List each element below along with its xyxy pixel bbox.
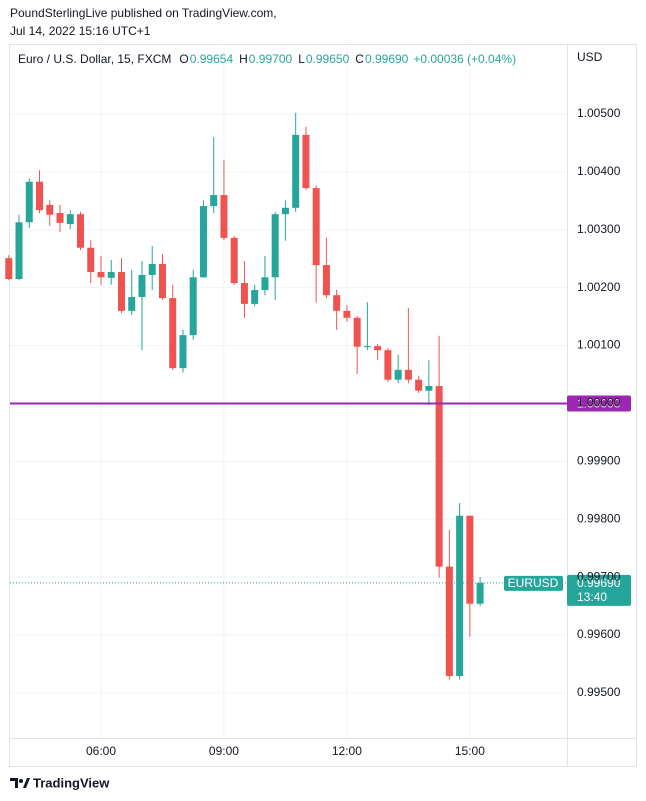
candle-body <box>189 277 197 336</box>
candle-body <box>220 195 228 238</box>
candle-body <box>322 265 330 296</box>
countdown: 13:40 <box>577 590 607 604</box>
y-tick-label: 0.99500 <box>577 685 621 699</box>
brand-logo <box>10 778 30 788</box>
price-box <box>567 574 631 606</box>
candle-body <box>404 369 412 380</box>
legend-item: L <box>298 52 305 66</box>
legend-item: +0.00036 (+0.04%) <box>413 52 516 66</box>
candle-body <box>415 379 423 391</box>
candle-body <box>476 582 484 604</box>
candle-body <box>394 369 402 380</box>
x-tick-label: 12:00 <box>332 744 362 758</box>
x-tick-label: 09:00 <box>209 744 239 758</box>
publisher: PoundSterlingLive published on TradingVi… <box>10 6 277 20</box>
y-tick-label: 1.00100 <box>577 338 621 352</box>
candle-body <box>76 214 84 248</box>
candle-body <box>261 277 269 290</box>
brand: TradingView <box>33 775 110 790</box>
y-tick-label: 1.00000 <box>577 396 621 410</box>
candle-body <box>25 181 33 223</box>
candle-body <box>199 206 207 278</box>
candle-body <box>179 335 187 369</box>
candle-body <box>128 296 136 311</box>
y-tick-label: 1.00300 <box>577 222 621 236</box>
level-label: 1.00000 <box>577 397 621 411</box>
price-label: 0.99690 <box>577 576 621 590</box>
y-axis-label: USD <box>577 50 603 64</box>
candle-body <box>425 386 433 391</box>
y-tick-label: 0.99700 <box>577 569 621 583</box>
candle-body <box>445 566 453 677</box>
candles <box>5 112 484 680</box>
legend-item: 0.99654 <box>190 52 234 66</box>
y-tick-label: 0.99900 <box>577 453 621 467</box>
candle-body <box>435 386 443 567</box>
legend-item: 0.99690 <box>365 52 409 66</box>
candle-body <box>36 181 44 211</box>
candle-body <box>333 295 341 311</box>
candle-body <box>97 272 105 278</box>
candle-body <box>240 283 248 304</box>
candle-body <box>66 214 74 225</box>
y-tick-label: 1.00200 <box>577 280 621 294</box>
candle-body <box>384 350 392 380</box>
candle-body <box>281 207 289 215</box>
candle-body <box>107 272 115 278</box>
legend-item: H <box>239 52 248 66</box>
candle-body <box>46 204 54 215</box>
candle-body <box>87 247 95 273</box>
legend-item: 0.99650 <box>306 52 350 66</box>
level-label-box <box>567 395 631 412</box>
candle-body <box>138 274 146 297</box>
legend-item: Euro / U.S. Dollar, 15, FXCM <box>18 52 171 66</box>
y-tick-label: 0.99800 <box>577 511 621 525</box>
legend-item: 0.99700 <box>249 52 293 66</box>
candle-body <box>148 263 156 275</box>
y-tick-label: 1.00400 <box>577 164 621 178</box>
candle-body <box>466 515 474 604</box>
candle-body <box>117 272 125 311</box>
candle-body <box>353 317 361 347</box>
candle-body <box>15 222 23 279</box>
candle-body <box>56 213 64 223</box>
candle-body <box>169 298 177 369</box>
candle-body <box>302 134 310 189</box>
grid <box>10 44 567 738</box>
x-tick-label: 06:00 <box>86 744 116 758</box>
frame <box>9 44 637 767</box>
y-tick-label: 1.00500 <box>577 106 621 120</box>
candle-body <box>210 195 218 207</box>
candle-body <box>312 188 320 266</box>
candle-body <box>456 515 464 677</box>
candle-body <box>158 263 166 299</box>
symbol-label: EURUSD <box>508 576 559 590</box>
candle-body <box>363 346 371 348</box>
candle-body <box>343 310 351 318</box>
symbol-box <box>504 575 563 591</box>
legend: Euro / U.S. Dollar, 15, FXCM O0.99654 H0.9… <box>18 52 516 66</box>
candle-body <box>230 237 238 284</box>
candle-body <box>5 258 13 279</box>
candle-body <box>292 134 300 208</box>
candle-body <box>271 214 279 278</box>
candle-body <box>374 346 382 351</box>
y-tick-label: 0.99600 <box>577 627 621 641</box>
legend-item: C <box>355 52 364 66</box>
candle-body <box>251 289 259 304</box>
date: Jul 14, 2022 15:16 UTC+1 <box>10 24 151 38</box>
legend-item: O <box>179 52 188 66</box>
x-tick-label: 15:00 <box>455 744 485 758</box>
